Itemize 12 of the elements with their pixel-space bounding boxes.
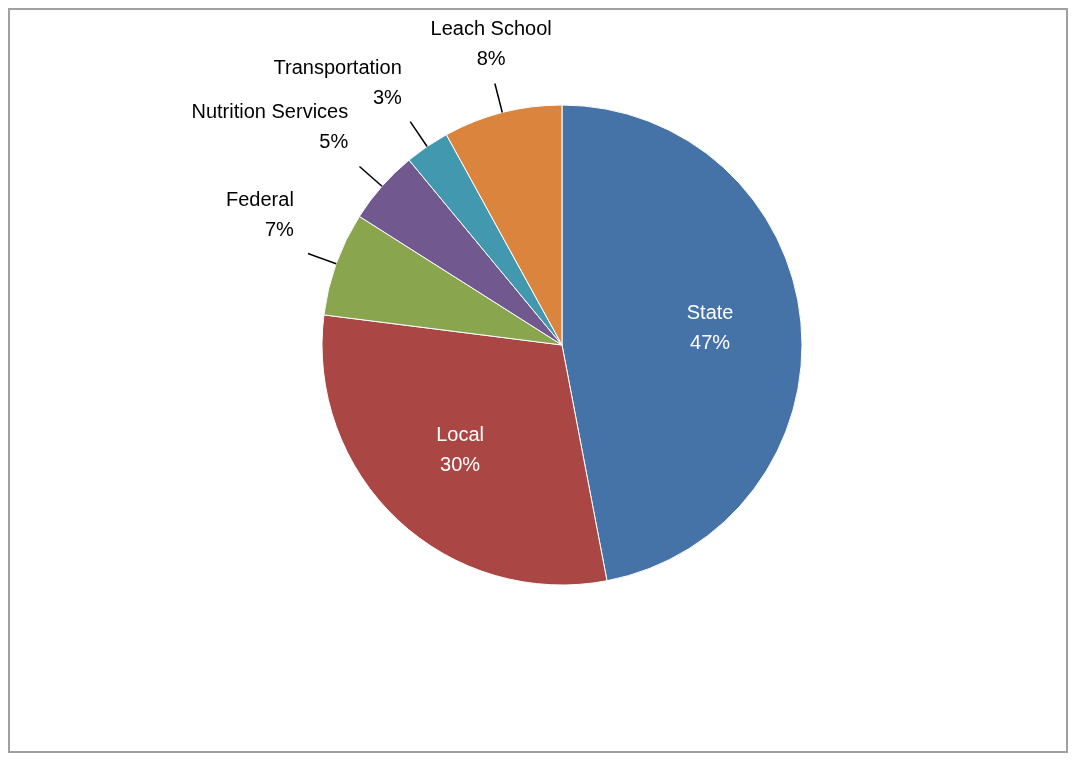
slice-label: State [686,301,734,323]
data-label: 30% [440,453,481,476]
data-label: 7% [264,217,295,240]
data-label: 47% [690,331,731,353]
data-label: 5% [319,130,349,153]
slice-label: Nutrition Services [191,100,349,123]
slice-label: Local [436,423,485,446]
data-label: 8% [476,47,506,70]
slice-label: Transportation [273,55,402,78]
slice-label: Leach School [430,17,552,40]
data-label: 3% [372,85,403,108]
slice-label: Federal [226,187,294,210]
